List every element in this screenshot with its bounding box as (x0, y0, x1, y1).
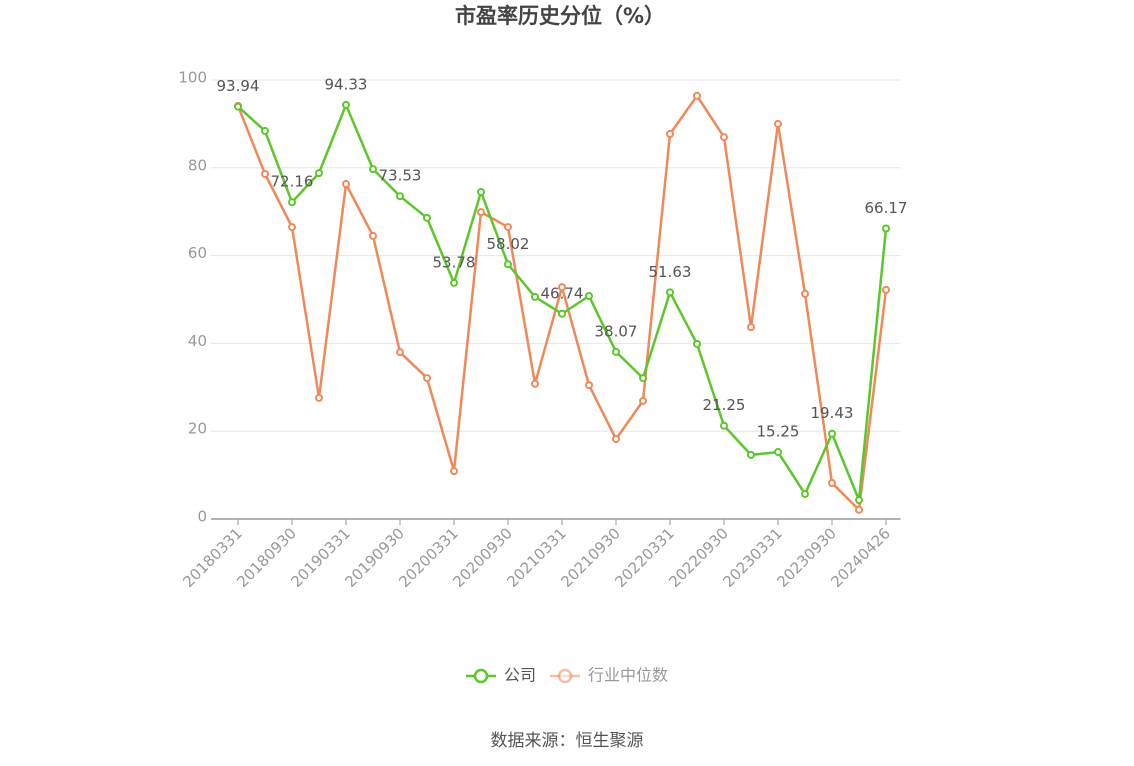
point (639, 396, 647, 405)
point (234, 102, 242, 111)
point (801, 289, 809, 298)
y-tick-label: 60 (188, 244, 207, 262)
point (828, 479, 836, 488)
legend-item: 行业中位数 (550, 666, 668, 685)
point (423, 213, 431, 222)
point (747, 450, 755, 459)
point (315, 393, 323, 402)
data-label: 53.78 (433, 253, 476, 271)
data-label: 58.02 (487, 235, 530, 253)
point (315, 169, 323, 178)
series-line (236, 93, 888, 513)
point (801, 489, 809, 498)
point (612, 435, 620, 444)
point (396, 192, 404, 201)
point (693, 339, 701, 348)
data-label: 94.33 (325, 75, 368, 93)
data-label: 19.43 (811, 404, 854, 422)
x-tick-label: 20240426 (827, 524, 894, 591)
y-tick-label: 100 (178, 69, 207, 87)
legend-item: 公司 (466, 666, 536, 685)
legend-marker (473, 668, 489, 684)
point (342, 180, 350, 189)
y-tick-label: 80 (188, 156, 207, 174)
point (288, 198, 296, 207)
y-tick-label: 40 (188, 332, 207, 350)
point (477, 208, 485, 217)
point (531, 379, 539, 388)
point (369, 231, 377, 240)
legend-label: 行业中位数 (588, 666, 668, 685)
point (504, 223, 512, 232)
y-tick-label: 20 (188, 420, 207, 438)
point (531, 292, 539, 301)
source: 数据来源：恒生聚源 (491, 731, 644, 751)
point (612, 347, 620, 356)
point (585, 381, 593, 390)
point (585, 291, 593, 300)
point (855, 505, 863, 514)
data-label: 73.53 (379, 167, 422, 185)
point (450, 278, 458, 287)
point (423, 374, 431, 383)
point (720, 421, 728, 430)
point (828, 429, 836, 438)
point (396, 348, 404, 357)
point (774, 448, 782, 457)
point (882, 224, 890, 233)
data-label: 21.25 (703, 396, 746, 414)
data-label: 93.94 (217, 77, 260, 95)
point (882, 285, 890, 294)
data-label: 51.63 (649, 263, 692, 281)
y-tick-label: 0 (197, 508, 207, 526)
point (747, 323, 755, 332)
point (261, 126, 269, 135)
point (558, 309, 566, 318)
point (720, 133, 728, 142)
data-label: 38.07 (595, 322, 638, 340)
data-label: 66.17 (865, 199, 908, 217)
point (477, 187, 485, 196)
point (855, 496, 863, 505)
data-label: 46.74 (541, 284, 584, 302)
point (342, 100, 350, 109)
data-label: 15.25 (757, 423, 800, 441)
data-label: 72.16 (271, 173, 314, 191)
point (558, 283, 566, 292)
point (666, 129, 674, 138)
point (774, 119, 782, 128)
point (288, 223, 296, 232)
point (369, 165, 377, 174)
point (666, 288, 674, 297)
point (693, 91, 701, 100)
point (504, 260, 512, 269)
chart-title: 市盈率历史分位（%） (455, 4, 665, 28)
legend-marker (557, 668, 573, 684)
legend-label: 公司 (504, 666, 536, 685)
point (450, 467, 458, 476)
point (261, 169, 269, 178)
series-line (237, 101, 888, 501)
point (639, 374, 647, 383)
